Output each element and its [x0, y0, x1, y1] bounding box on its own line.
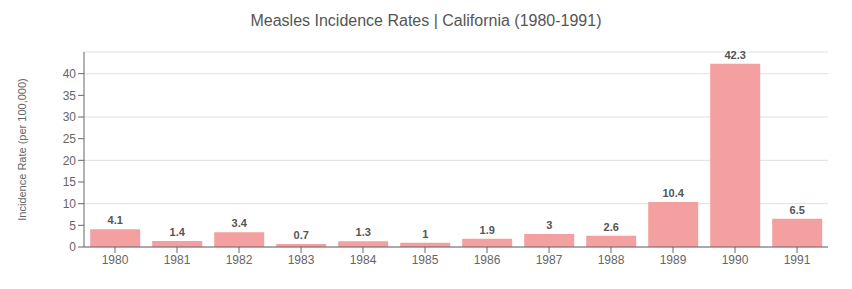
svg-text:0: 0: [69, 240, 76, 254]
svg-text:1.4: 1.4: [170, 226, 186, 238]
svg-text:3.4: 3.4: [232, 217, 248, 229]
svg-text:1985: 1985: [412, 253, 439, 267]
svg-text:0.7: 0.7: [294, 229, 309, 241]
svg-text:1986: 1986: [474, 253, 501, 267]
svg-text:1984: 1984: [350, 253, 377, 267]
svg-text:1982: 1982: [226, 253, 253, 267]
svg-text:20: 20: [63, 154, 77, 168]
svg-text:10.4: 10.4: [662, 187, 684, 199]
svg-text:1991: 1991: [784, 253, 811, 267]
svg-text:1.9: 1.9: [480, 224, 495, 236]
svg-text:25: 25: [63, 132, 77, 146]
svg-text:1983: 1983: [288, 253, 315, 267]
svg-text:1981: 1981: [164, 253, 191, 267]
svg-text:30: 30: [63, 110, 77, 124]
svg-text:42.3: 42.3: [724, 49, 745, 61]
svg-text:1987: 1987: [536, 253, 563, 267]
svg-text:10: 10: [63, 197, 77, 211]
svg-text:1: 1: [422, 228, 428, 240]
svg-text:Incidence Rate (per 100,000): Incidence Rate (per 100,000): [16, 78, 28, 220]
svg-text:1990: 1990: [722, 253, 749, 267]
svg-text:4.1: 4.1: [108, 214, 123, 226]
svg-text:1988: 1988: [598, 253, 625, 267]
svg-text:35: 35: [63, 89, 77, 103]
svg-text:2.6: 2.6: [604, 221, 619, 233]
svg-text:40: 40: [63, 67, 77, 81]
svg-text:15: 15: [63, 175, 77, 189]
svg-text:1980: 1980: [102, 253, 129, 267]
svg-text:3: 3: [546, 219, 552, 231]
svg-text:1.3: 1.3: [356, 226, 371, 238]
svg-text:6.5: 6.5: [790, 204, 805, 216]
svg-text:1989: 1989: [660, 253, 687, 267]
html-text:Measles Incidence Rates | Cali: Measles Incidence Rates | California (19…: [250, 12, 602, 29]
svg-text:5: 5: [69, 219, 76, 233]
